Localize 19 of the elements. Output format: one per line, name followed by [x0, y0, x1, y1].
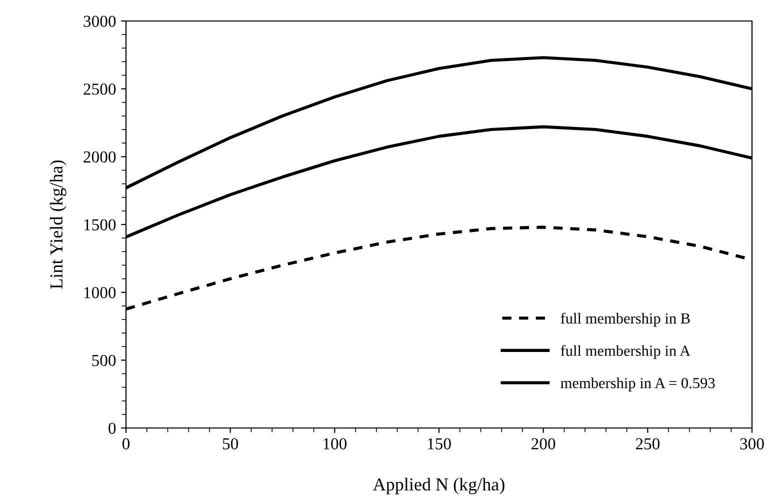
y-tick-label: 1000 — [84, 287, 116, 298]
x-tick-label: 100 — [324, 438, 347, 450]
x-tick-label: 150 — [428, 438, 451, 450]
y-tick-label: 500 — [92, 354, 116, 366]
y-tick-label: 1500 — [84, 219, 116, 230]
x-tick-label: 50 — [222, 438, 238, 450]
y-axis-title: Lint Yield (kg/ha) — [50, 160, 66, 289]
x-axis-title: Applied N (kg/ha) — [372, 478, 504, 494]
y-tick-label: 3000 — [84, 16, 116, 27]
legend-label: full membership in B — [560, 312, 690, 327]
y-tick-label: 2000 — [84, 151, 116, 163]
legend-label: full membership in A — [560, 345, 690, 360]
y-tick-label: 2500 — [84, 84, 116, 95]
y-tick-label: 0 — [108, 422, 116, 434]
legend-label: membership in A = 0.593 — [560, 377, 715, 392]
x-tick-label: 0 — [122, 438, 130, 450]
x-tick-label: 300 — [740, 438, 764, 450]
x-tick-label: 200 — [532, 438, 556, 450]
x-tick-label: 250 — [636, 438, 660, 450]
